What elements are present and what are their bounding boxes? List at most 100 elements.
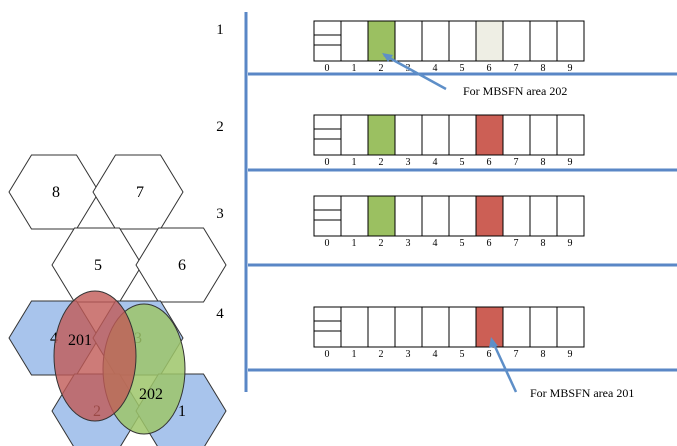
subframe-cell-8 xyxy=(529,306,558,348)
subframe-cell-5 xyxy=(448,306,477,348)
subframe-number: 4 xyxy=(433,349,438,360)
subframe-cell-9 xyxy=(556,20,585,62)
subframe-rows: 1012345678920123456789301234567894012345… xyxy=(216,20,585,360)
annotation-area-202: For MBSFN area 202 xyxy=(463,84,567,98)
arrow-area-202-head xyxy=(382,53,393,62)
arrow-area-202 xyxy=(383,53,447,91)
subframe-number: 0 xyxy=(325,157,330,168)
subframe-number: 2 xyxy=(379,238,384,249)
cell-label-8: 8 xyxy=(52,184,60,201)
subframe-cell-6 xyxy=(475,114,504,156)
subframe-number: 3 xyxy=(406,238,411,249)
subframe-cell-7 xyxy=(502,20,531,62)
subframe-number: 1 xyxy=(352,63,357,74)
subframe-cell-4 xyxy=(421,306,450,348)
subframe-cell-8 xyxy=(529,20,558,62)
subframe-number: 7 xyxy=(514,63,519,74)
subframe-number: 6 xyxy=(487,349,492,360)
subframe-number: 9 xyxy=(568,238,573,249)
subframe-cell-9 xyxy=(556,195,585,237)
subframe-number: 0 xyxy=(325,238,330,249)
cell-label-6: 6 xyxy=(178,257,186,274)
subframe-number: 7 xyxy=(514,349,519,360)
subframe-cell-7 xyxy=(502,195,531,237)
control-region-marker xyxy=(313,209,342,221)
subframe-cell-7 xyxy=(502,306,531,348)
subframe-row-3: 3 0 1 2 3 4 5 6 7 8 9 xyxy=(216,195,585,249)
subframe-number: 2 xyxy=(379,349,384,360)
subframe-number: 6 xyxy=(487,238,492,249)
subframe-number: 2 xyxy=(379,63,384,74)
subframe-cell-6 xyxy=(475,20,504,62)
subframe-number: 9 xyxy=(568,349,573,360)
subframe-cell-2 xyxy=(367,306,396,348)
subframe-number: 7 xyxy=(514,157,519,168)
subframe-number: 9 xyxy=(568,157,573,168)
subframe-cell-8 xyxy=(529,195,558,237)
subframe-cell-9 xyxy=(556,306,585,348)
subframe-cell-7 xyxy=(502,114,531,156)
subframe-cell-2 xyxy=(367,20,396,62)
subframe-number: 4 xyxy=(433,238,438,249)
row-number: 2 xyxy=(216,119,224,135)
subframe-cell-8 xyxy=(529,114,558,156)
subframe-cell-3 xyxy=(394,114,423,156)
subframe-number: 4 xyxy=(433,63,438,74)
subframe-number: 8 xyxy=(541,63,546,74)
subframe-number: 6 xyxy=(487,157,492,168)
subframe-number: 7 xyxy=(514,238,519,249)
subframe-number: 0 xyxy=(325,349,330,360)
subframe-cell-5 xyxy=(448,195,477,237)
subframe-number: 3 xyxy=(406,349,411,360)
cell-label-4: 4 xyxy=(50,330,58,347)
row-number: 3 xyxy=(216,206,224,222)
control-region-marker xyxy=(313,34,342,46)
cell-label-7: 7 xyxy=(136,184,144,201)
timeline-axis xyxy=(244,12,677,392)
subframe-cell-3 xyxy=(394,195,423,237)
subframe-number: 1 xyxy=(352,238,357,249)
subframe-cell-6 xyxy=(475,195,504,237)
subframe-number: 5 xyxy=(460,349,465,360)
subframe-row-4: 4 0 1 2 3 4 5 6 7 8 9 xyxy=(216,306,585,360)
subframe-number: 5 xyxy=(460,157,465,168)
subframe-number: 1 xyxy=(352,157,357,168)
subframe-number: 9 xyxy=(568,63,573,74)
subframe-cell-5 xyxy=(448,114,477,156)
row-number: 1 xyxy=(216,22,224,38)
arrow-area-201 xyxy=(490,339,518,393)
subframe-cell-1 xyxy=(340,20,369,62)
control-region-marker xyxy=(313,320,342,332)
subframe-cell-1 xyxy=(340,306,369,348)
row-number: 4 xyxy=(216,306,224,322)
annotation-area-201: For MBSFN area 201 xyxy=(530,386,634,400)
subframe-cell-1 xyxy=(340,195,369,237)
subframe-cell-5 xyxy=(448,20,477,62)
subframe-cell-1 xyxy=(340,114,369,156)
area-201-label: 201 xyxy=(68,332,92,349)
mbsfn-area-201-ellipse xyxy=(53,290,137,422)
subframe-cell-4 xyxy=(421,195,450,237)
subframe-cell-4 xyxy=(421,114,450,156)
subframe-cell-4 xyxy=(421,20,450,62)
subframe-cell-2 xyxy=(367,195,396,237)
subframe-row-1: 10123456789 xyxy=(216,20,585,74)
control-region-marker xyxy=(313,128,342,140)
subframe-number: 2 xyxy=(379,157,384,168)
subframe-number: 5 xyxy=(460,63,465,74)
subframe-row-2: 2 0 1 2 3 4 5 6 7 8 9 xyxy=(216,114,585,168)
subframe-cell-3 xyxy=(394,306,423,348)
subframe-number: 1 xyxy=(352,349,357,360)
arrow-area-201-head xyxy=(489,337,498,348)
subframe-number: 0 xyxy=(325,63,330,74)
subframe-cell-3 xyxy=(394,20,423,62)
subframe-number: 5 xyxy=(460,238,465,249)
subframe-cell-6 xyxy=(475,306,504,348)
cell-label-5: 5 xyxy=(94,257,102,274)
subframe-cell-9 xyxy=(556,114,585,156)
subframe-number: 6 xyxy=(487,63,492,74)
subframe-number: 3 xyxy=(406,157,411,168)
subframe-cell-2 xyxy=(367,114,396,156)
area-202-label: 202 xyxy=(139,386,163,403)
